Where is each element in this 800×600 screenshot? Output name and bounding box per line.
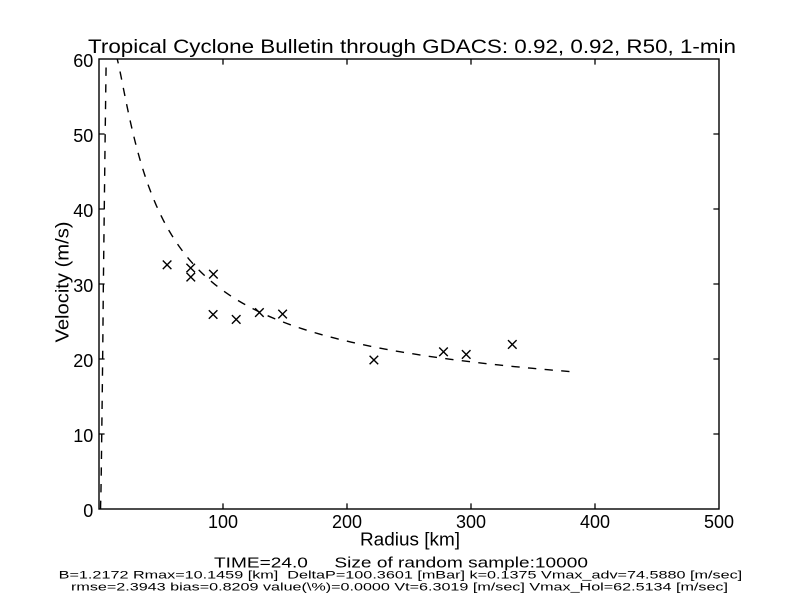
svg-text:Tropical Cyclone Bulletin thro: Tropical Cyclone Bulletin through GDACS:…: [88, 36, 736, 58]
svg-text:400: 400: [580, 512, 610, 532]
svg-text:20: 20: [73, 351, 93, 371]
svg-text:30: 30: [73, 276, 93, 296]
svg-text:0: 0: [83, 501, 93, 521]
svg-text:10: 10: [73, 426, 93, 446]
svg-text:TIME=24.0 Size of random s: TIME=24.0 Size of random sample:10000: [214, 556, 588, 572]
svg-text:60: 60: [73, 51, 93, 71]
svg-text:40: 40: [73, 201, 93, 221]
svg-text:rmse=2.3943 bias=0.8209 value(: rmse=2.3943 bias=0.8209 value(\%)=0.0000…: [71, 581, 728, 593]
svg-text:B=1.2172 Rmax=10.1459 [km] De: B=1.2172 Rmax=10.1459 [km] DeltaP=100.36…: [59, 569, 743, 581]
svg-text:500: 500: [704, 512, 734, 532]
svg-text:50: 50: [73, 126, 93, 146]
svg-text:200: 200: [332, 512, 362, 532]
svg-text:300: 300: [456, 512, 486, 532]
svg-text:Velocity (m/s): Velocity (m/s): [52, 222, 73, 343]
svg-text:Radius [km]: Radius [km]: [360, 529, 460, 550]
svg-text:100: 100: [208, 512, 238, 532]
